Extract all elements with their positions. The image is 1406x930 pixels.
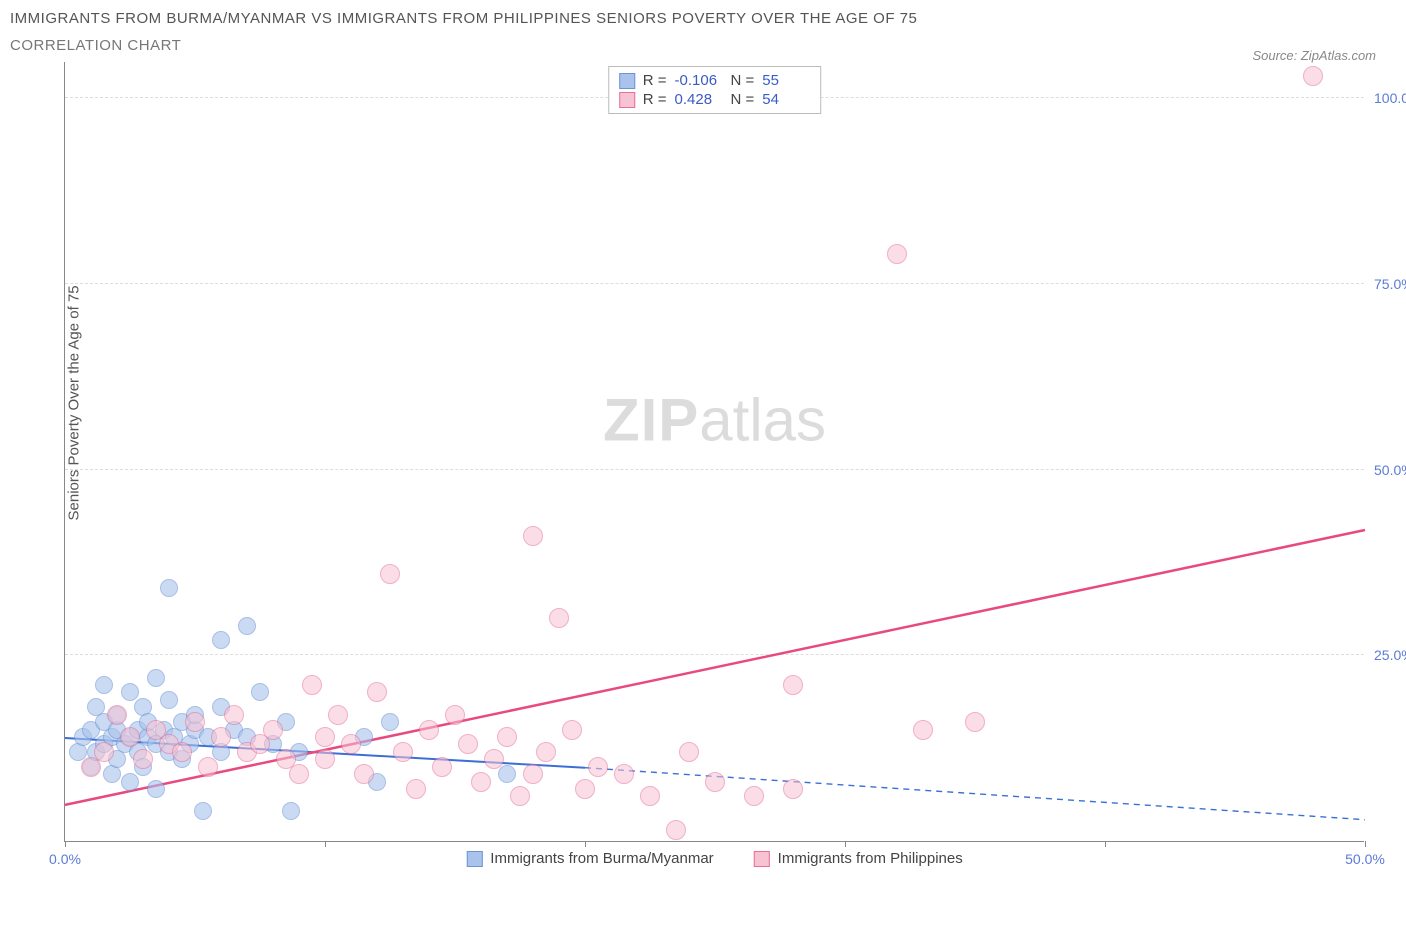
data-point (238, 617, 256, 635)
data-point (965, 712, 985, 732)
trend-lines-layer (65, 62, 1365, 842)
data-point (510, 786, 530, 806)
data-point (367, 682, 387, 702)
legend-label-1: Immigrants from Philippines (778, 850, 963, 867)
correlation-chart: IMMIGRANTS FROM BURMA/MYANMAR VS IMMIGRA… (10, 10, 1396, 920)
data-point (744, 786, 764, 806)
legend-stats-row-0: R = -0.106 N = 55 (619, 71, 811, 90)
plot-wrapper: Seniors Poverty Over the Age of 75 ZIPat… (64, 62, 1396, 842)
data-point (315, 749, 335, 769)
plot-area: ZIPatlas R = -0.106 N = 55 R = 0.428 N =… (64, 62, 1364, 842)
data-point (341, 734, 361, 754)
data-point (120, 727, 140, 747)
data-point (419, 720, 439, 740)
data-point (498, 765, 516, 783)
y-tick-label: 75.0% (1374, 276, 1406, 292)
legend-stats-row-1: R = 0.428 N = 54 (619, 90, 811, 109)
data-point (1303, 66, 1323, 86)
data-point (536, 742, 556, 762)
data-point (211, 727, 231, 747)
data-point (393, 742, 413, 762)
data-point (121, 683, 139, 701)
stat-label-n: N = (731, 91, 755, 108)
stat-label-r: R = (643, 91, 667, 108)
data-point (640, 786, 660, 806)
data-point (147, 669, 165, 687)
data-point (94, 742, 114, 762)
data-point (282, 802, 300, 820)
data-point (263, 720, 283, 740)
y-tick-label: 100.0% (1374, 90, 1406, 106)
data-point (315, 727, 335, 747)
legend-swatch-b0 (466, 851, 482, 867)
legend-bottom: Immigrants from Burma/Myanmar Immigrants… (466, 850, 962, 867)
data-point (913, 720, 933, 740)
data-point (354, 764, 374, 784)
data-point (679, 742, 699, 762)
data-point (705, 772, 725, 792)
data-point (523, 764, 543, 784)
stat-r-1: 0.428 (675, 91, 723, 108)
source-attribution: Source: ZipAtlas.com (1252, 48, 1376, 63)
data-point (445, 705, 465, 725)
data-point (380, 564, 400, 584)
legend-stats-box: R = -0.106 N = 55 R = 0.428 N = 54 (608, 66, 822, 114)
legend-swatch-0 (619, 73, 635, 89)
data-point (887, 244, 907, 264)
data-point (95, 676, 113, 694)
stat-label-n: N = (731, 72, 755, 89)
data-point (471, 772, 491, 792)
data-point (133, 749, 153, 769)
data-point (107, 705, 127, 725)
data-point (160, 579, 178, 597)
data-point (185, 712, 205, 732)
data-point (302, 675, 322, 695)
data-point (212, 631, 230, 649)
data-point (160, 691, 178, 709)
data-point (783, 675, 803, 695)
data-point (328, 705, 348, 725)
data-point (172, 742, 192, 762)
data-point (198, 757, 218, 777)
data-point (562, 720, 582, 740)
stat-label-r: R = (643, 72, 667, 89)
legend-label-0: Immigrants from Burma/Myanmar (490, 850, 713, 867)
data-point (575, 779, 595, 799)
chart-title: IMMIGRANTS FROM BURMA/MYANMAR VS IMMIGRA… (10, 10, 1396, 27)
data-point (251, 683, 269, 701)
stat-n-1: 54 (762, 91, 810, 108)
data-point (549, 608, 569, 628)
y-tick-label: 25.0% (1374, 647, 1406, 663)
data-point (121, 773, 139, 791)
data-point (523, 526, 543, 546)
legend-swatch-b1 (754, 851, 770, 867)
legend-swatch-1 (619, 92, 635, 108)
x-tick-label: 0.0% (49, 851, 81, 867)
legend-item-1: Immigrants from Philippines (754, 850, 963, 867)
x-tick-mark (1365, 841, 1366, 847)
y-tick-label: 50.0% (1374, 462, 1406, 478)
data-point (666, 820, 686, 840)
stat-n-0: 55 (762, 72, 810, 89)
data-point (194, 802, 212, 820)
data-point (224, 705, 244, 725)
data-point (614, 764, 634, 784)
data-point (406, 779, 426, 799)
data-point (588, 757, 608, 777)
x-tick-label: 50.0% (1345, 851, 1385, 867)
data-point (381, 713, 399, 731)
data-point (783, 779, 803, 799)
data-point (458, 734, 478, 754)
chart-subtitle: CORRELATION CHART (10, 37, 1396, 54)
data-point (289, 764, 309, 784)
stat-r-0: -0.106 (675, 72, 723, 89)
data-point (432, 757, 452, 777)
data-point (147, 780, 165, 798)
data-point (484, 749, 504, 769)
legend-item-0: Immigrants from Burma/Myanmar (466, 850, 713, 867)
data-point (497, 727, 517, 747)
